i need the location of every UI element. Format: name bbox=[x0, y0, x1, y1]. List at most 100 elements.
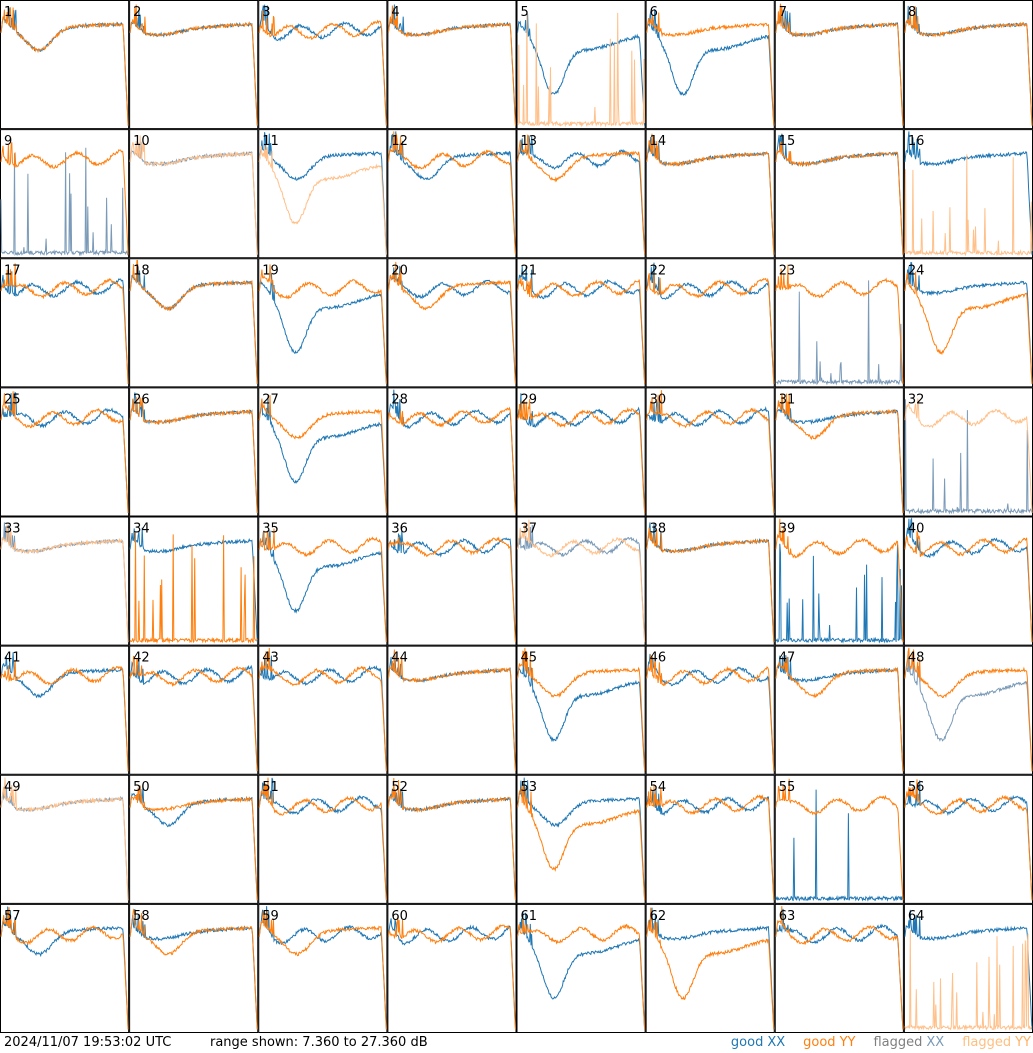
panel-28: 28 bbox=[387, 387, 517, 517]
panel-label: 18 bbox=[133, 263, 150, 278]
panel-12: 12 bbox=[387, 129, 517, 259]
panel-frame bbox=[129, 387, 259, 517]
series-xx bbox=[517, 393, 646, 514]
series-yy bbox=[387, 536, 516, 643]
panel-frame bbox=[645, 0, 775, 130]
panel-59: 59 bbox=[258, 903, 388, 1033]
panel-frame bbox=[0, 774, 130, 904]
legend-state-label: flagged bbox=[873, 1035, 923, 1050]
series-xx bbox=[387, 918, 516, 1030]
panel-label: 32 bbox=[908, 392, 925, 407]
series-yy bbox=[904, 154, 1033, 257]
series-yy bbox=[258, 777, 387, 901]
panel-label: 58 bbox=[133, 909, 150, 924]
panel-6: 6 bbox=[645, 0, 775, 130]
series-yy bbox=[775, 906, 904, 1030]
timestamp: 2024/11/07 19:53:02 UTC bbox=[4, 1035, 172, 1050]
panel-frame bbox=[516, 774, 646, 904]
panel-frame bbox=[645, 645, 775, 775]
panel-46: 46 bbox=[645, 645, 775, 775]
series-xx bbox=[0, 652, 129, 772]
panel-20: 20 bbox=[387, 258, 517, 388]
series-xx bbox=[904, 399, 1033, 515]
series-yy bbox=[387, 5, 516, 126]
legend-state-label: flagged bbox=[962, 1035, 1012, 1050]
series-yy bbox=[387, 916, 516, 1030]
panel-frame bbox=[258, 0, 388, 130]
panel-label: 25 bbox=[4, 392, 21, 407]
series-xx bbox=[517, 13, 646, 126]
panel-14: 14 bbox=[645, 129, 775, 259]
series-yy bbox=[129, 259, 258, 384]
series-xx bbox=[129, 527, 258, 643]
panel-label: 64 bbox=[908, 909, 925, 924]
legend-entry-good-xx: good XX bbox=[731, 1033, 785, 1053]
panel-63: 63 bbox=[774, 903, 904, 1033]
series-xx bbox=[387, 389, 516, 514]
panel-label: 4 bbox=[391, 5, 399, 20]
panel-label: 22 bbox=[650, 263, 667, 278]
panel-frame bbox=[258, 387, 388, 517]
series-xx bbox=[646, 907, 775, 1030]
series-yy bbox=[646, 390, 775, 514]
panel-label: 6 bbox=[650, 5, 658, 20]
panel-label: 8 bbox=[908, 5, 916, 20]
series-xx bbox=[775, 908, 904, 1030]
panel-51: 51 bbox=[258, 774, 388, 904]
series-xx bbox=[258, 132, 387, 255]
series-xx bbox=[258, 272, 387, 384]
series-xx bbox=[904, 780, 1033, 901]
series-yy bbox=[387, 649, 516, 772]
panel-44: 44 bbox=[387, 645, 517, 775]
panel-16: 16 bbox=[903, 129, 1033, 259]
panel-label: 42 bbox=[133, 651, 150, 666]
series-yy bbox=[517, 277, 646, 384]
series-xx bbox=[517, 911, 646, 1030]
panel-frame bbox=[129, 774, 259, 904]
panel-frame bbox=[0, 903, 130, 1033]
panel-36: 36 bbox=[387, 516, 517, 646]
panel-45: 45 bbox=[516, 645, 646, 775]
panel-58: 58 bbox=[129, 903, 259, 1033]
series-yy bbox=[904, 271, 1033, 384]
series-xx bbox=[775, 280, 904, 386]
panel-19: 19 bbox=[258, 258, 388, 388]
series-yy bbox=[517, 781, 646, 901]
panel-label: 61 bbox=[521, 909, 538, 924]
panel-label: 38 bbox=[650, 522, 667, 537]
series-yy bbox=[775, 141, 904, 255]
series-xx bbox=[387, 529, 516, 643]
panel-4: 4 bbox=[387, 0, 517, 130]
panel-frame bbox=[258, 903, 388, 1033]
series-yy bbox=[775, 656, 904, 772]
panel-31: 31 bbox=[774, 387, 904, 517]
panel-label: 19 bbox=[262, 263, 279, 278]
series-yy bbox=[0, 7, 129, 126]
panel-33: 33 bbox=[0, 516, 130, 646]
series-yy bbox=[904, 779, 1033, 901]
panel-label: 60 bbox=[391, 909, 408, 924]
series-yy bbox=[646, 272, 775, 384]
legend-state-label: good bbox=[803, 1035, 836, 1050]
panel-label: 27 bbox=[262, 392, 279, 407]
panel-3: 3 bbox=[258, 0, 388, 130]
series-yy bbox=[129, 655, 258, 772]
series-yy bbox=[775, 264, 904, 384]
panel-label: 30 bbox=[650, 392, 667, 407]
series-yy bbox=[0, 907, 129, 1030]
panel-label: 26 bbox=[133, 392, 150, 407]
panel-frame bbox=[258, 258, 388, 388]
series-xx bbox=[517, 657, 646, 772]
panel-label: 37 bbox=[521, 522, 538, 537]
legend: good XX good YY flagged XX flagged YY bbox=[731, 1033, 1031, 1053]
series-yy bbox=[0, 263, 129, 384]
series-yy bbox=[387, 777, 516, 901]
panel-label: 62 bbox=[650, 909, 667, 924]
panel-40: 40 bbox=[903, 516, 1033, 646]
panel-label: 7 bbox=[779, 5, 787, 20]
series-yy bbox=[646, 12, 775, 126]
panel-frame bbox=[516, 645, 646, 775]
panel-label: 41 bbox=[4, 651, 21, 666]
legend-pol-label: YY bbox=[1015, 1035, 1031, 1050]
